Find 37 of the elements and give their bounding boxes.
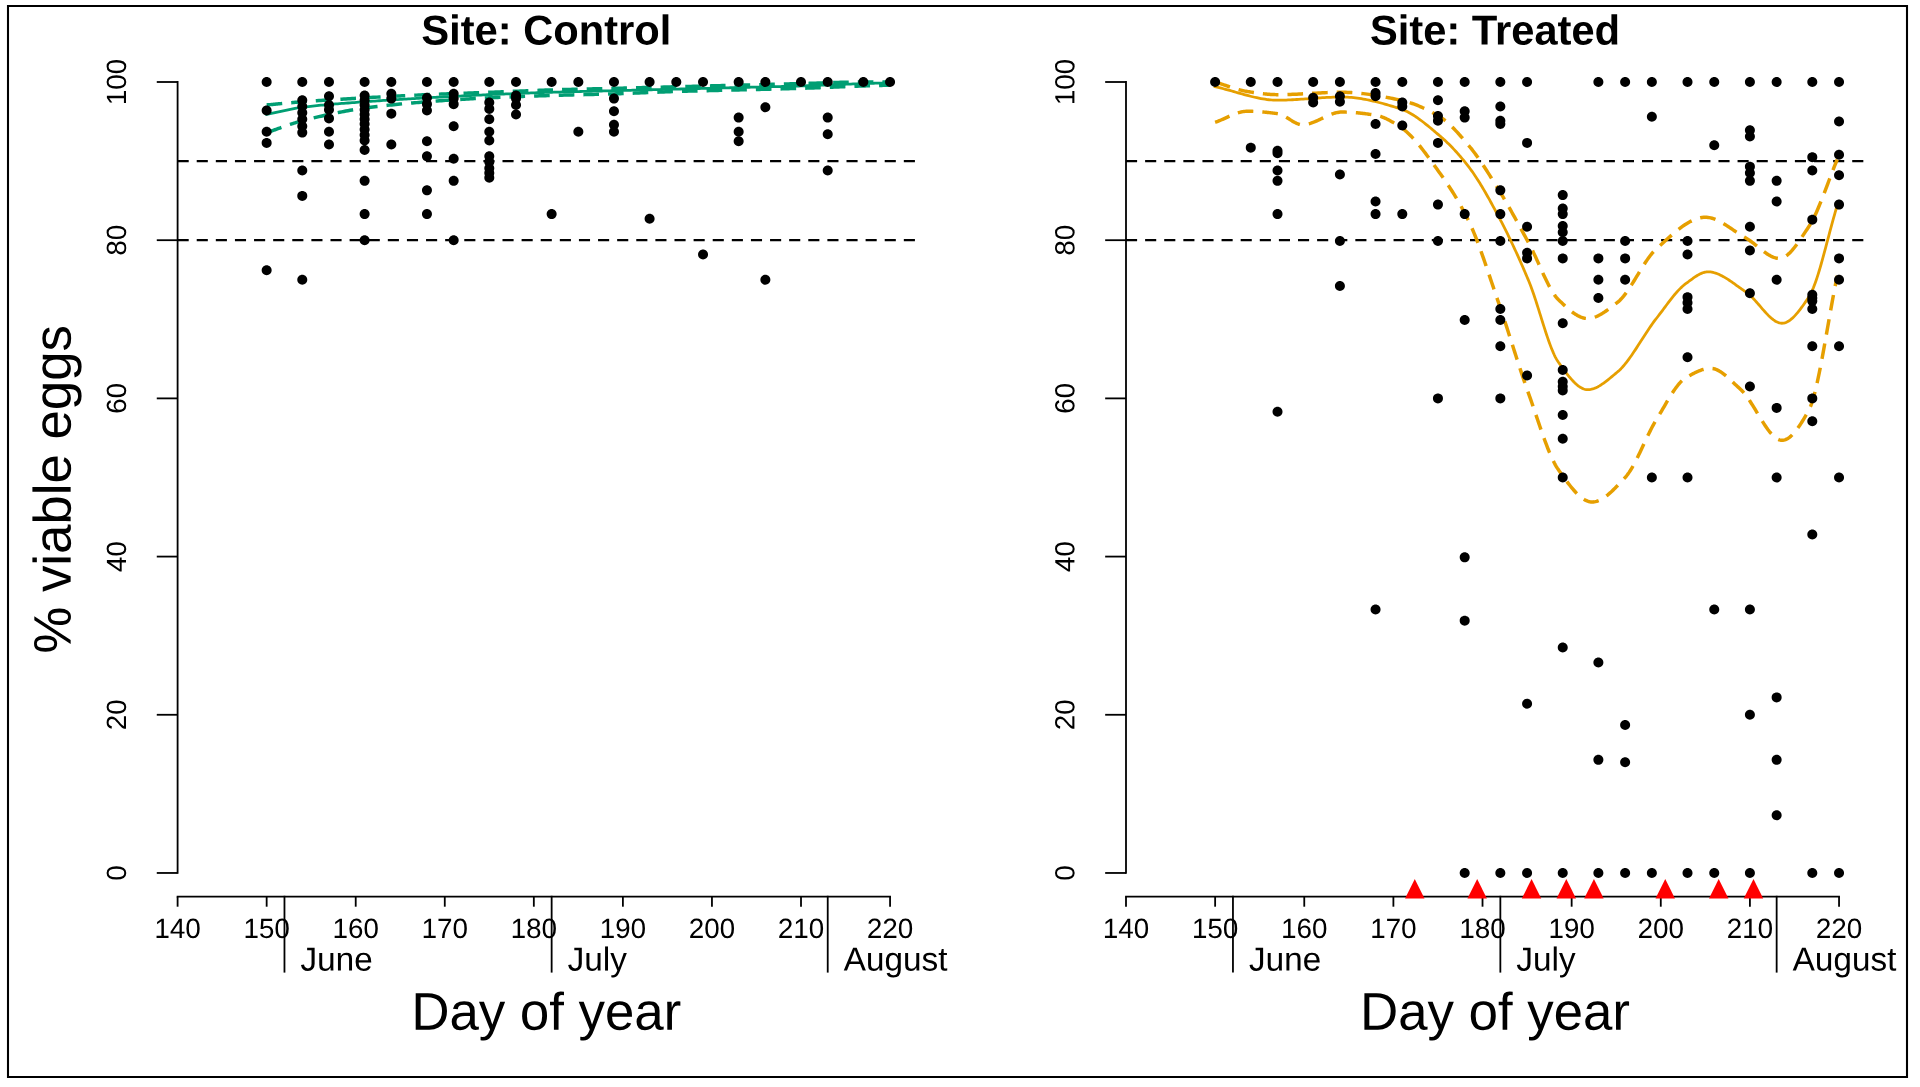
ref-line-label: August [1792, 947, 1897, 978]
x-tick-label: 170 [423, 918, 467, 939]
y-tick-label: 20 [106, 700, 127, 729]
ref-line-label: June [300, 947, 372, 971]
x-tick-label: 210 [1728, 918, 1772, 939]
ref-line-label: August [843, 947, 948, 978]
x-tick-label: 210 [779, 918, 824, 939]
x-tick-label: 140 [156, 918, 200, 939]
y-tick-label: 20 [1055, 700, 1075, 729]
x-tick-label: 190 [601, 918, 645, 939]
y-tick-label: 100 [106, 59, 127, 104]
y-tick-label: 0 [1055, 866, 1075, 880]
x-tick-label: 220 [868, 918, 913, 939]
ref-line-label: July [568, 946, 627, 978]
x-axis-title: Day of year [415, 991, 681, 1041]
ref-line-label: July [1516, 946, 1576, 978]
y-tick-label: 60 [1055, 384, 1075, 413]
x-tick-label: 160 [334, 918, 378, 939]
x-tick-label: 220 [1817, 918, 1862, 939]
ref-line-label: June [1249, 947, 1320, 971]
chart-title: Site: Control [422, 14, 669, 45]
y-tick-label: 40 [106, 542, 127, 572]
x-tick-label: 170 [1372, 918, 1416, 939]
x-axis-title: Day of year [1364, 991, 1630, 1041]
chart-title: Site: Treated [1371, 14, 1618, 45]
y-axis-title: % viable eggs [32, 326, 82, 652]
y-tick-label: 80 [1055, 225, 1075, 255]
y-tick-label: 80 [106, 225, 127, 255]
x-tick-label: 160 [1283, 918, 1327, 939]
x-tick-label: 200 [690, 918, 735, 939]
x-tick-label: 190 [1550, 918, 1594, 939]
y-tick-label: 40 [1055, 542, 1075, 572]
x-tick-label: 140 [1104, 918, 1149, 939]
y-tick-label: 0 [106, 866, 127, 880]
y-tick-label: 60 [106, 384, 127, 413]
y-tick-label: 100 [1055, 59, 1075, 104]
x-tick-label: 200 [1639, 918, 1683, 939]
